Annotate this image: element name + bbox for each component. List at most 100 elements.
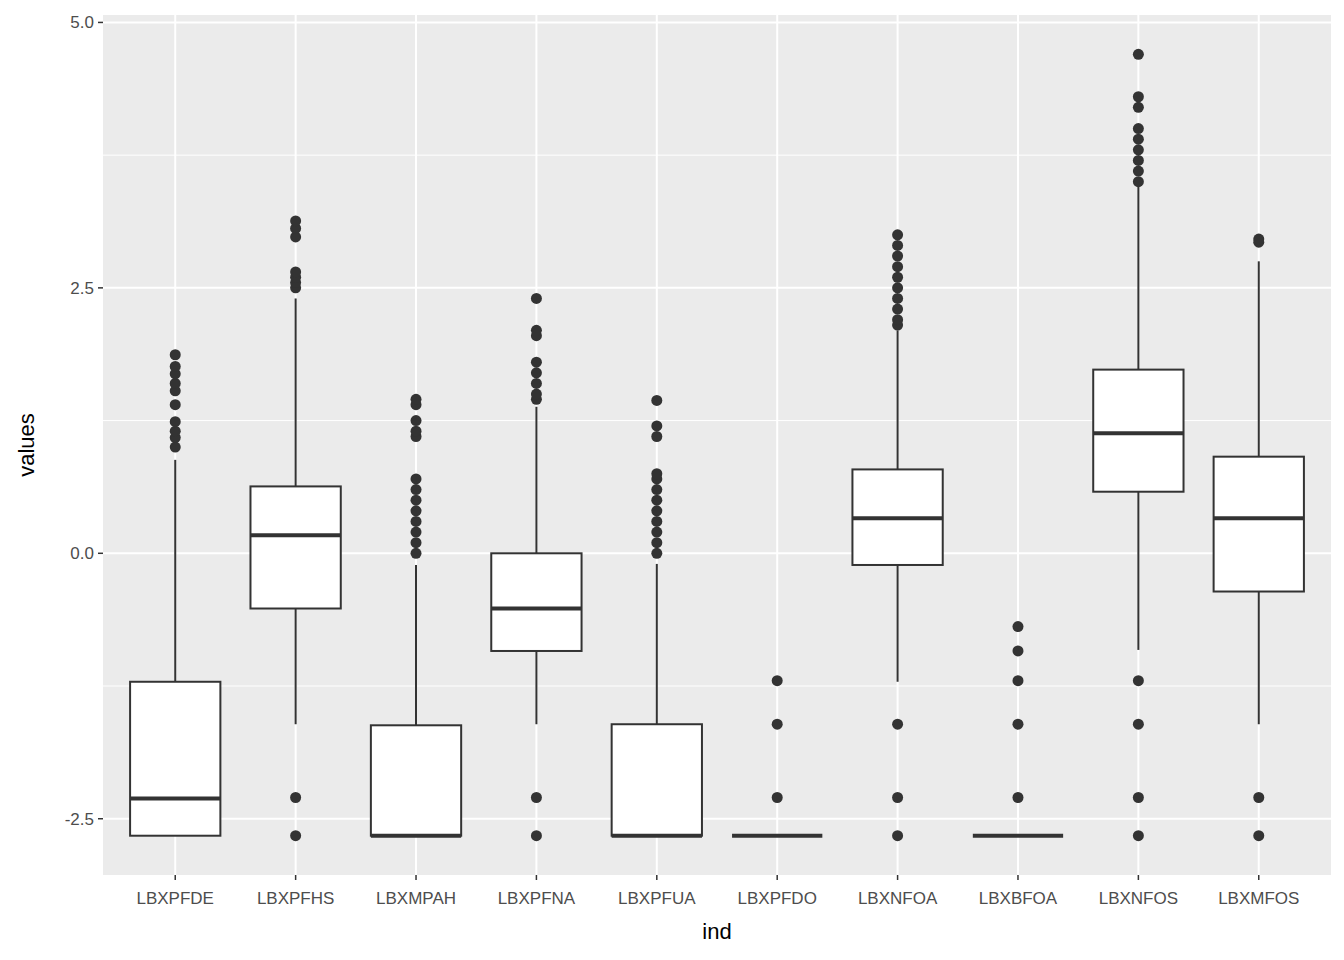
x-tick-label: LBXBFOA — [979, 889, 1058, 908]
y-tick-label: 0.0 — [70, 544, 94, 563]
outlier — [1133, 155, 1144, 166]
box — [1214, 457, 1304, 592]
box-group — [852, 229, 942, 841]
y-axis-title: values — [14, 413, 39, 477]
outlier — [170, 426, 181, 437]
grid-line-x — [776, 15, 778, 875]
outlier — [651, 548, 662, 559]
outlier — [531, 293, 542, 304]
x-tick — [897, 875, 899, 880]
box-group — [371, 394, 461, 836]
y-tick-label: 2.5 — [70, 279, 94, 298]
upper-whisker — [535, 407, 537, 554]
median — [491, 607, 581, 611]
y-tick — [98, 287, 103, 289]
outlier — [651, 420, 662, 431]
outlier — [1012, 675, 1023, 686]
outlier — [1133, 792, 1144, 803]
y-tick-label: 5.0 — [70, 13, 94, 32]
outlier — [170, 349, 181, 360]
upper-whisker — [174, 460, 176, 682]
box-group — [491, 293, 581, 841]
outlier — [892, 240, 903, 251]
outlier — [170, 378, 181, 389]
x-tick-label: LBXPFUA — [618, 889, 696, 908]
outlier — [170, 442, 181, 453]
box — [973, 835, 1063, 837]
outlier — [892, 719, 903, 730]
lower-whisker — [1137, 492, 1139, 650]
outlier — [651, 537, 662, 548]
y-tick — [98, 818, 103, 820]
outlier — [1133, 830, 1144, 841]
grid-line — [103, 287, 1331, 289]
panel — [103, 15, 1331, 875]
upper-whisker — [415, 565, 417, 725]
outlier — [411, 548, 422, 559]
outlier — [772, 792, 783, 803]
box — [130, 682, 220, 836]
outlier — [531, 325, 542, 336]
outlier — [1133, 166, 1144, 177]
median — [130, 797, 220, 801]
x-tick — [295, 875, 297, 880]
box-group — [612, 395, 702, 836]
outlier — [1133, 91, 1144, 102]
box — [612, 724, 702, 835]
outlier — [892, 261, 903, 272]
outlier — [290, 830, 301, 841]
outlier — [1133, 176, 1144, 187]
outlier — [1133, 719, 1144, 730]
upper-whisker — [1137, 187, 1139, 370]
outlier — [531, 378, 542, 389]
outlier — [651, 516, 662, 527]
x-tick — [415, 875, 417, 880]
y-tick — [98, 553, 103, 555]
outlier — [892, 293, 903, 304]
outlier — [411, 495, 422, 506]
box-group — [130, 349, 220, 835]
x-tick-label: LBXPFHS — [257, 889, 334, 908]
lower-whisker — [535, 651, 537, 724]
boxes — [130, 49, 1304, 841]
x-tick-label: LBXMPAH — [376, 889, 456, 908]
median — [973, 834, 1063, 838]
outlier — [411, 415, 422, 426]
outlier — [170, 399, 181, 410]
outlier — [531, 792, 542, 803]
x-tick-label: LBXMFOS — [1218, 889, 1299, 908]
box-group — [1214, 234, 1304, 842]
x-axis-title: ind — [702, 919, 731, 944]
outlier — [1133, 144, 1144, 155]
median — [1093, 431, 1183, 435]
outlier — [772, 719, 783, 730]
outlier — [411, 516, 422, 527]
upper-whisker — [897, 330, 899, 469]
outlier — [892, 272, 903, 283]
box — [250, 486, 340, 608]
x-tick — [536, 875, 538, 880]
y-tick — [98, 22, 103, 24]
box — [852, 469, 942, 565]
median — [612, 834, 702, 838]
box-group — [732, 675, 822, 836]
box-group — [250, 215, 340, 841]
outlier — [170, 416, 181, 427]
median — [732, 834, 822, 838]
x-tick — [656, 875, 658, 880]
grid-line-x — [1017, 15, 1019, 875]
minor-grid-line — [103, 155, 1331, 156]
outlier — [892, 251, 903, 262]
outlier — [411, 527, 422, 538]
median — [250, 533, 340, 537]
x-tick-label: LBXPFNA — [498, 889, 576, 908]
x-tick-label: LBXPFDO — [738, 889, 817, 908]
outlier — [772, 675, 783, 686]
median — [1214, 516, 1304, 520]
outlier — [892, 792, 903, 803]
median — [371, 834, 461, 838]
x-tick-label: LBXNFOS — [1099, 889, 1178, 908]
outlier — [1012, 645, 1023, 656]
outlier — [1012, 719, 1023, 730]
outlier — [411, 484, 422, 495]
